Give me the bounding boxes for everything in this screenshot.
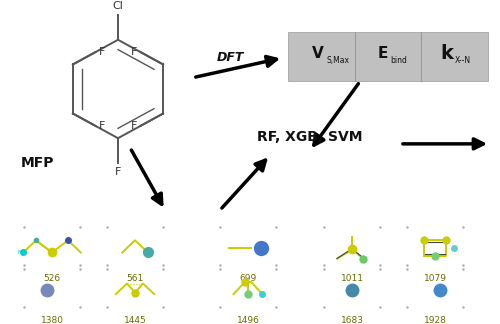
Text: S,Max: S,Max xyxy=(326,56,349,65)
Text: 699: 699 xyxy=(240,274,256,284)
Text: F: F xyxy=(98,47,105,57)
Text: F: F xyxy=(17,250,20,255)
Text: 1445: 1445 xyxy=(124,316,146,324)
Text: 1496: 1496 xyxy=(236,316,260,324)
Text: F: F xyxy=(131,47,138,57)
Text: 1683: 1683 xyxy=(340,316,363,324)
Text: V: V xyxy=(312,46,323,62)
Text: 1928: 1928 xyxy=(424,316,446,324)
Text: F: F xyxy=(98,121,105,131)
Text: 1380: 1380 xyxy=(40,316,64,324)
Text: MFP: MFP xyxy=(21,156,55,170)
Text: Cl: Cl xyxy=(112,1,124,11)
Text: F: F xyxy=(131,121,138,131)
Text: k: k xyxy=(440,44,453,64)
Bar xyxy=(288,32,488,81)
Text: X--N: X--N xyxy=(454,56,471,65)
Text: bind: bind xyxy=(390,56,407,65)
Text: DFT: DFT xyxy=(216,52,244,64)
Text: E: E xyxy=(378,46,388,62)
Text: F: F xyxy=(115,167,121,177)
Text: 1011: 1011 xyxy=(340,274,363,284)
Text: 1079: 1079 xyxy=(424,274,446,284)
Text: RF, XGB, SVM: RF, XGB, SVM xyxy=(257,130,363,144)
Text: 561: 561 xyxy=(126,274,144,284)
Text: 526: 526 xyxy=(44,274,60,284)
